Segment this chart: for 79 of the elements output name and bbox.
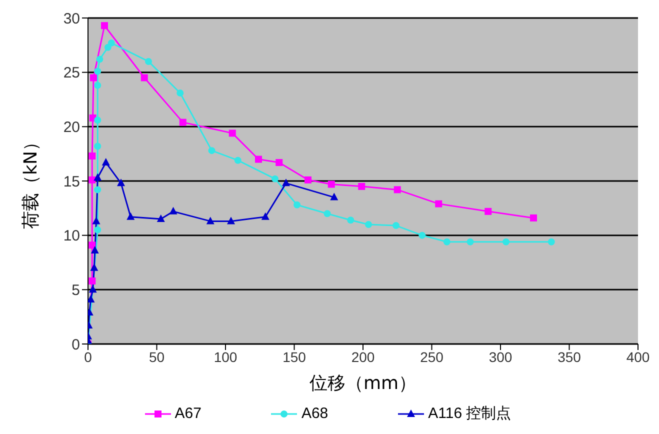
point — [96, 56, 104, 63]
legend-label: A116 控制点 — [428, 404, 512, 423]
point — [88, 277, 96, 284]
point — [330, 192, 338, 200]
point — [156, 214, 165, 222]
point — [145, 58, 152, 65]
point — [179, 118, 186, 126]
x-tick-label: 0 — [84, 348, 92, 365]
point — [101, 22, 108, 30]
point — [208, 147, 216, 154]
point — [88, 285, 97, 293]
point — [394, 186, 401, 194]
x-tick-label: 200 — [351, 348, 375, 365]
point — [234, 156, 242, 164]
point — [328, 180, 335, 188]
point — [88, 242, 96, 249]
point — [90, 263, 98, 271]
y-axis-title: 荷载（kN） — [20, 133, 42, 229]
point — [502, 238, 510, 246]
y-tick-label: 20 — [63, 118, 80, 136]
point — [176, 89, 184, 96]
point — [88, 176, 96, 184]
point — [324, 210, 331, 218]
point — [90, 246, 99, 254]
x-tick-label: 300 — [488, 348, 512, 365]
point — [117, 178, 125, 186]
y-tick-label: 5 — [72, 282, 80, 299]
point — [94, 142, 102, 150]
point — [92, 216, 100, 224]
point — [484, 208, 492, 215]
point — [276, 159, 283, 166]
y-tick-label: 30 — [63, 10, 80, 28]
point — [255, 156, 262, 163]
y-tick-label: 0 — [72, 336, 80, 354]
point — [443, 238, 450, 246]
point — [548, 238, 555, 246]
point — [126, 212, 135, 220]
point — [392, 222, 400, 230]
y-tick-label: 25 — [63, 64, 80, 82]
x-tick-label: 100 — [214, 348, 238, 365]
point — [227, 216, 235, 224]
point — [94, 116, 102, 124]
point — [104, 44, 112, 51]
point — [304, 176, 312, 184]
x-axis-title: 位移（mm） — [309, 373, 417, 394]
x-tick-label: 400 — [626, 348, 650, 365]
point — [466, 238, 474, 246]
legend-label: A67 — [174, 405, 202, 422]
point — [140, 74, 148, 82]
point — [435, 200, 442, 208]
y-tick-label: 15 — [63, 173, 80, 190]
point — [169, 206, 178, 214]
point — [418, 232, 426, 239]
x-tick-label: 350 — [558, 348, 582, 365]
point — [294, 201, 300, 208]
point — [94, 82, 102, 89]
point — [530, 214, 537, 222]
point — [108, 39, 115, 46]
point — [358, 182, 366, 190]
point — [228, 130, 236, 137]
point — [94, 173, 102, 181]
point — [347, 216, 354, 224]
x-tick-label: 150 — [282, 348, 306, 365]
point — [102, 158, 110, 166]
point — [94, 68, 102, 75]
point — [94, 186, 102, 194]
point — [206, 216, 214, 224]
point — [88, 294, 95, 302]
point — [365, 220, 372, 228]
point — [88, 152, 96, 160]
y-tick-label: 10 — [63, 228, 80, 245]
point — [261, 212, 270, 220]
point — [272, 175, 278, 182]
point — [94, 226, 102, 234]
x-tick-label: 250 — [420, 348, 444, 365]
point — [90, 74, 97, 82]
point — [282, 178, 290, 186]
x-tick-label: 50 — [148, 348, 165, 365]
legend-label: A68 — [301, 405, 328, 422]
